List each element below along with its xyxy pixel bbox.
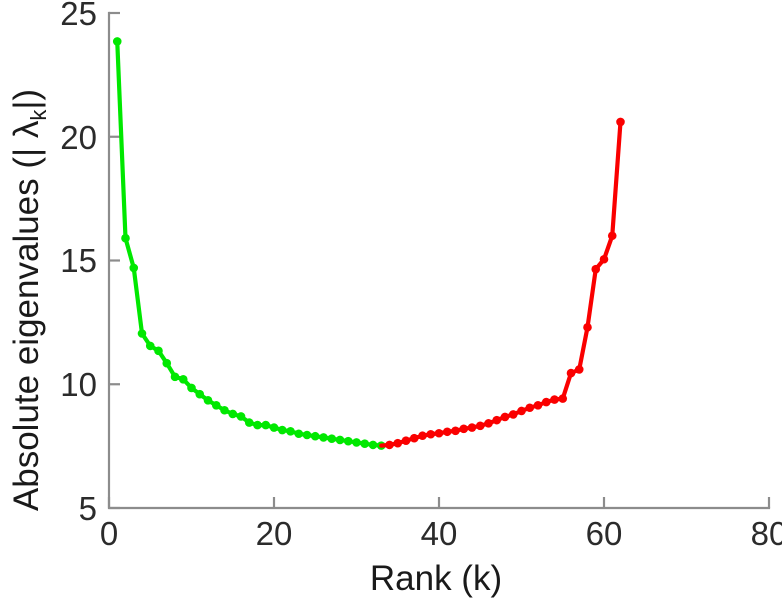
data-series-layer xyxy=(112,37,625,450)
data-point xyxy=(277,425,287,435)
y-axis-tick-labels: 5 10 15 20 25 xyxy=(60,0,97,527)
data-point xyxy=(583,323,592,332)
data-point xyxy=(566,368,576,378)
data-point xyxy=(121,233,130,243)
data-point xyxy=(368,440,378,450)
data-point xyxy=(187,383,196,393)
x-tick-label-80: 80 xyxy=(751,515,782,552)
data-point xyxy=(327,434,337,444)
data-point xyxy=(393,438,403,448)
data-point xyxy=(343,436,353,446)
svg-text:Absolute eigenvalues (| λk|): Absolute eigenvalues (| λk|) xyxy=(7,89,51,511)
data-point xyxy=(302,430,312,440)
data-point xyxy=(129,263,139,273)
data-point xyxy=(286,426,295,436)
data-point xyxy=(467,423,477,432)
data-point xyxy=(385,440,394,450)
data-point xyxy=(203,396,213,405)
data-point xyxy=(525,403,535,413)
data-point xyxy=(558,394,568,403)
y-axis-title: Absolute eigenvalues (| λk|) xyxy=(7,89,51,511)
y-tick-label-25: 25 xyxy=(60,0,97,32)
x-axis-ticks xyxy=(107,497,771,508)
data-point xyxy=(426,429,436,439)
data-point xyxy=(591,264,601,274)
data-point xyxy=(211,400,221,410)
data-point xyxy=(533,400,543,410)
data-point xyxy=(500,412,510,422)
data-point xyxy=(310,431,320,441)
data-point xyxy=(112,37,122,46)
data-point xyxy=(294,429,304,439)
y-axis-ticks xyxy=(109,11,120,510)
data-point xyxy=(170,372,180,382)
data-point xyxy=(409,433,419,443)
y-tick-label-20: 20 xyxy=(60,119,97,156)
data-point xyxy=(244,418,254,427)
data-point xyxy=(145,341,155,351)
series-line-red xyxy=(379,119,623,448)
data-point xyxy=(253,420,262,430)
data-point xyxy=(261,420,271,430)
data-point xyxy=(541,397,551,407)
data-point xyxy=(228,409,238,419)
y-axis-title-main: Absolute eigenvalues (| λ xyxy=(7,120,46,511)
data-point xyxy=(459,424,469,434)
data-point xyxy=(335,435,345,445)
data-point xyxy=(154,346,163,356)
x-axis-tick-labels: 0 20 40 60 80 xyxy=(100,515,782,552)
series-line-green xyxy=(115,39,384,448)
data-point xyxy=(475,421,485,431)
data-point xyxy=(517,406,526,416)
y-tick-label-10: 10 xyxy=(60,366,97,403)
data-point xyxy=(360,439,370,448)
data-point xyxy=(319,433,328,442)
data-point xyxy=(269,423,279,432)
data-point xyxy=(401,436,411,445)
data-point xyxy=(178,375,188,384)
data-point xyxy=(451,426,460,436)
x-tick-label-60: 60 xyxy=(586,515,623,552)
y-axis-title-tail: |) xyxy=(7,89,46,110)
data-point xyxy=(574,365,584,374)
data-point xyxy=(236,412,246,421)
x-tick-label-0: 0 xyxy=(100,515,118,552)
data-point xyxy=(508,410,518,419)
data-point xyxy=(616,117,625,127)
data-point xyxy=(418,431,427,441)
data-point xyxy=(442,427,452,437)
x-axis-title: Rank (k) xyxy=(370,559,502,598)
data-point xyxy=(195,389,205,399)
data-point xyxy=(434,428,444,438)
data-point xyxy=(607,231,617,241)
data-point xyxy=(550,395,559,404)
x-tick-label-20: 20 xyxy=(256,515,293,552)
data-point xyxy=(599,254,609,264)
y-axis-title-subscript: k xyxy=(26,109,51,121)
y-tick-label-15: 15 xyxy=(60,242,97,279)
data-point xyxy=(162,358,172,368)
y-tick-label-5: 5 xyxy=(79,490,97,527)
data-point xyxy=(220,405,229,415)
data-point xyxy=(492,415,502,425)
data-point xyxy=(137,329,147,338)
series-red xyxy=(379,117,625,450)
data-point xyxy=(484,419,493,428)
x-tick-label-40: 40 xyxy=(421,515,458,552)
data-point xyxy=(352,438,361,447)
series-green xyxy=(112,37,386,450)
